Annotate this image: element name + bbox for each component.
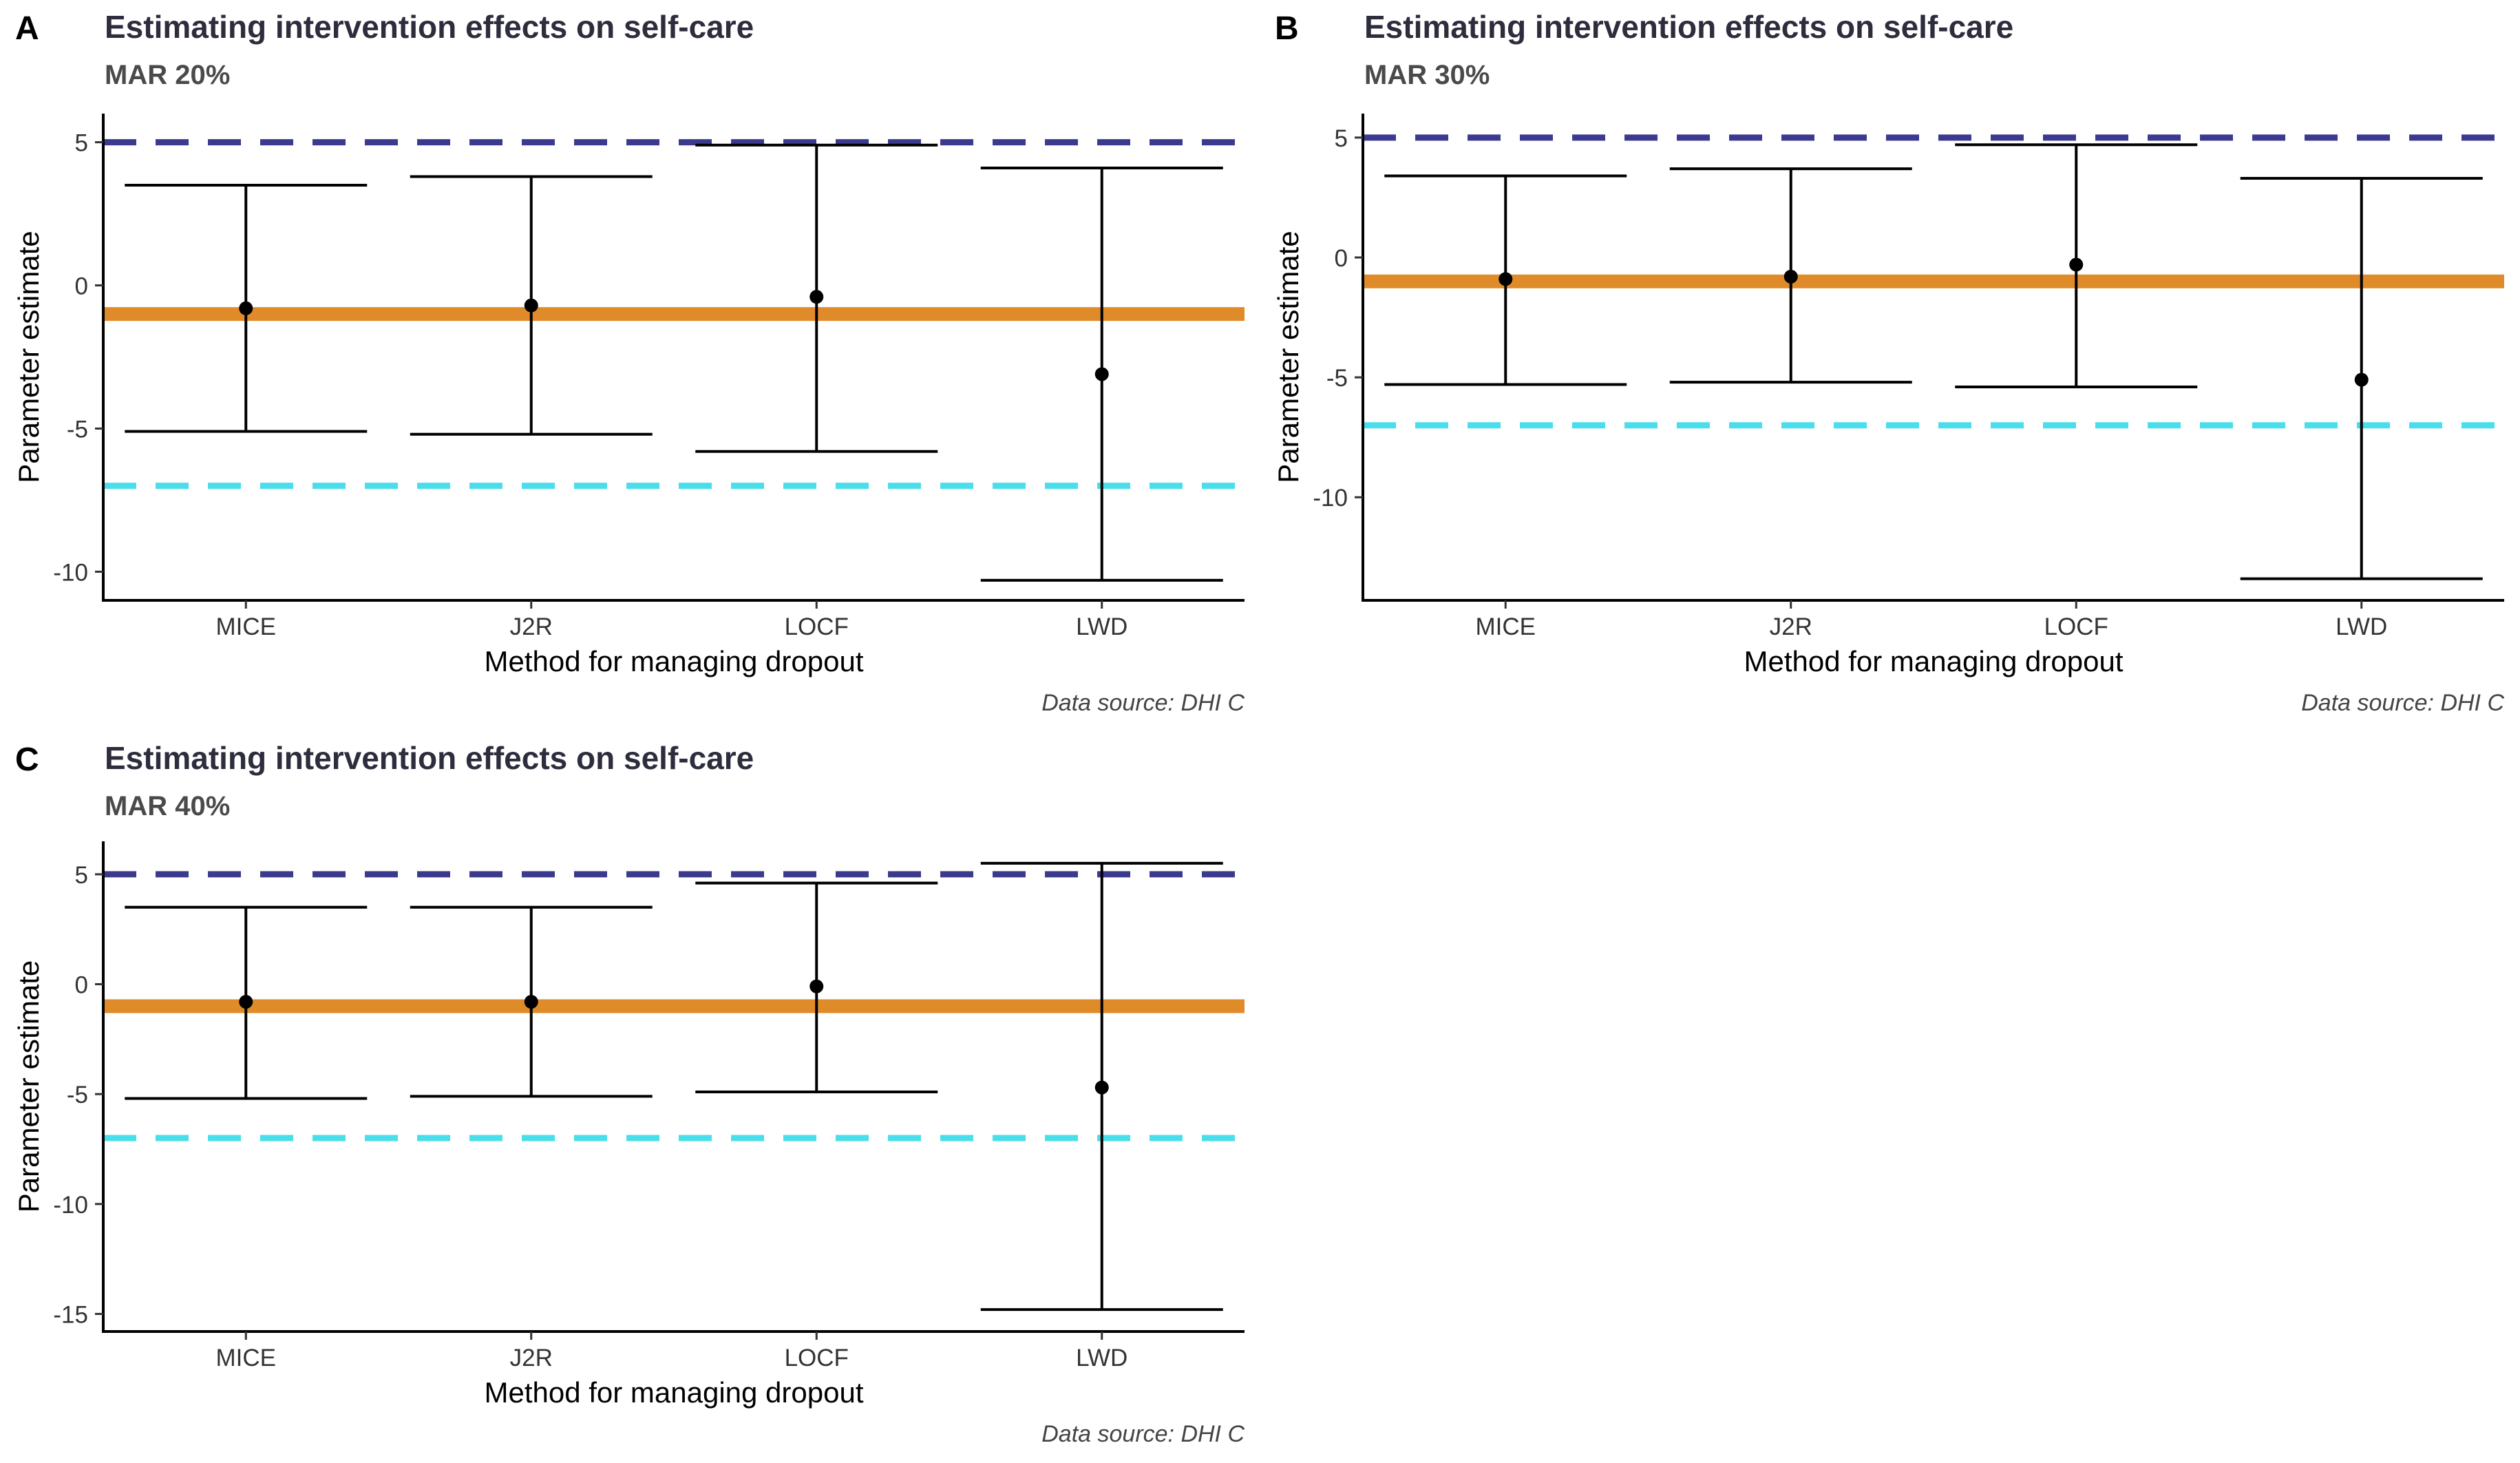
y-axis-title: Parameter estimate bbox=[1272, 231, 1304, 483]
chart-subtitle: MAR 40% bbox=[105, 791, 230, 821]
x-tick-label-lwd: LWD bbox=[1076, 1345, 1127, 1371]
panel-label: A bbox=[15, 10, 39, 47]
y-tick-label: 0 bbox=[1335, 245, 1348, 272]
point-estimate-j2r bbox=[1783, 269, 1798, 284]
y-tick-label: 5 bbox=[75, 130, 88, 157]
chart-subtitle: MAR 30% bbox=[1364, 60, 1490, 90]
data-source-caption: Data source: DHI C bbox=[1041, 690, 1245, 716]
chart-subtitle: MAR 20% bbox=[105, 60, 230, 90]
point-estimate-locf bbox=[809, 290, 824, 304]
x-axis-title: Method for managing dropout bbox=[484, 645, 863, 677]
chart-title: Estimating intervention effects on self-… bbox=[105, 9, 754, 45]
y-tick-label: 5 bbox=[75, 862, 88, 889]
point-estimate-locf bbox=[2069, 257, 2084, 272]
y-tick-label: 0 bbox=[75, 273, 88, 300]
x-tick-label-mice: MICE bbox=[216, 1345, 277, 1371]
point-estimate-lwd bbox=[2354, 372, 2369, 387]
point-estimate-mice bbox=[1499, 272, 1513, 286]
panel-b: B Estimating intervention effects on self… bbox=[1272, 9, 2504, 716]
y-tick-label: -10 bbox=[1313, 485, 1348, 512]
y-tick-label: -5 bbox=[67, 1082, 88, 1108]
x-tick-label-lwd: LWD bbox=[1076, 613, 1127, 640]
point-estimate-j2r bbox=[524, 995, 538, 1009]
panel-label: C bbox=[15, 741, 39, 778]
chart-title: Estimating intervention effects on self-… bbox=[1364, 9, 2013, 45]
panel-a: A Estimating intervention effects on self… bbox=[12, 9, 1245, 716]
point-estimate-lwd bbox=[1094, 367, 1109, 381]
x-axis-title: Method for managing dropout bbox=[484, 1376, 863, 1409]
panel-label: B bbox=[1275, 10, 1299, 47]
x-tick-label-j2r: J2R bbox=[510, 613, 553, 640]
point-estimate-j2r bbox=[524, 298, 538, 313]
point-estimate-lwd bbox=[1094, 1080, 1109, 1095]
point-estimate-mice bbox=[239, 301, 253, 315]
x-tick-label-mice: MICE bbox=[1476, 613, 1536, 640]
x-tick-label-j2r: J2R bbox=[510, 1345, 553, 1371]
y-tick-label: 0 bbox=[75, 972, 88, 999]
x-tick-label-j2r: J2R bbox=[1770, 613, 1812, 640]
y-axis-title: Parameter estimate bbox=[12, 960, 45, 1212]
data-source-caption: Data source: DHI C bbox=[1041, 1421, 1245, 1447]
chart-title: Estimating intervention effects on self-… bbox=[105, 740, 754, 776]
x-tick-label-locf: LOCF bbox=[785, 1345, 849, 1371]
y-tick-label: -5 bbox=[1326, 365, 1348, 392]
y-axis-title: Parameter estimate bbox=[12, 231, 45, 483]
point-estimate-locf bbox=[809, 979, 824, 993]
y-tick-label: -10 bbox=[53, 559, 88, 586]
x-tick-label-lwd: LWD bbox=[2336, 613, 2387, 640]
x-tick-label-locf: LOCF bbox=[785, 613, 849, 640]
y-tick-label: -5 bbox=[67, 416, 88, 443]
x-tick-label-mice: MICE bbox=[216, 613, 277, 640]
x-axis-title: Method for managing dropout bbox=[1744, 645, 2123, 677]
panel-c: C Estimating intervention effects on self… bbox=[12, 740, 1245, 1447]
x-tick-label-locf: LOCF bbox=[2044, 613, 2108, 640]
point-estimate-mice bbox=[239, 995, 253, 1009]
data-source-caption: Data source: DHI C bbox=[2301, 690, 2504, 716]
y-tick-label: -15 bbox=[53, 1301, 88, 1328]
y-tick-label: 5 bbox=[1335, 125, 1348, 152]
y-tick-label: -10 bbox=[53, 1192, 88, 1219]
